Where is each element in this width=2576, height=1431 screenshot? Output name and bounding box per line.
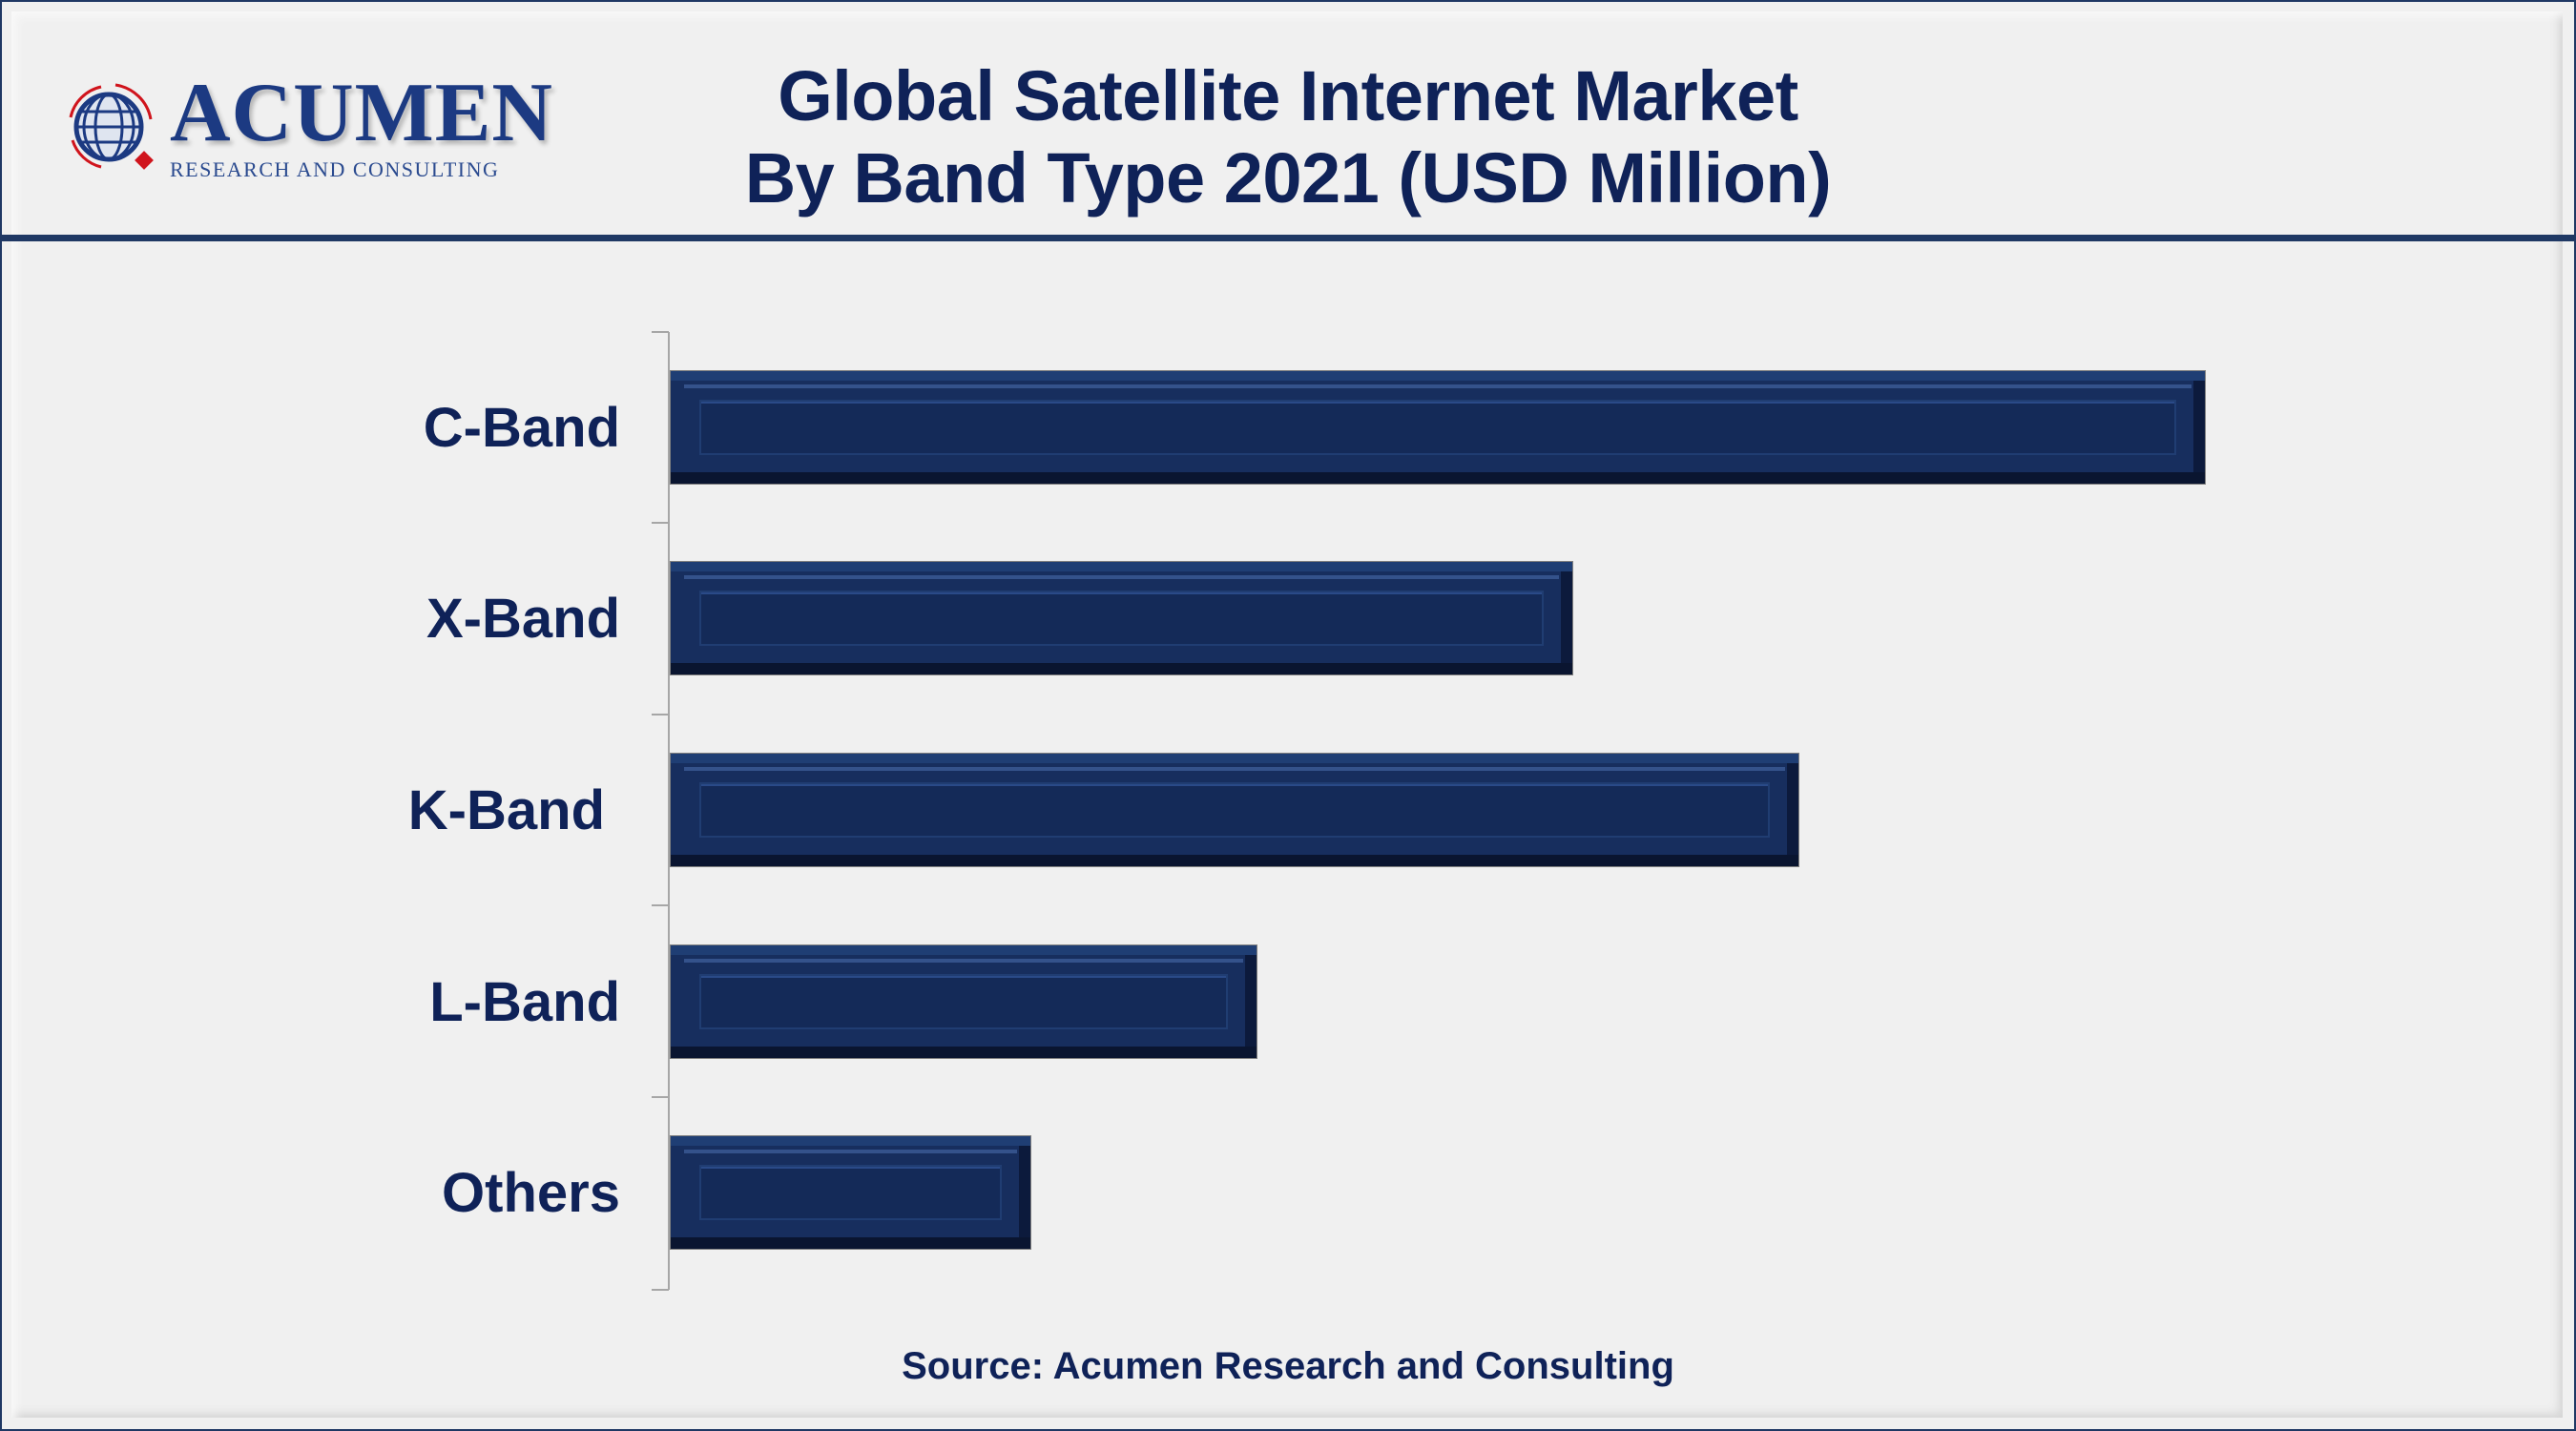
bar-c-band [670,370,2206,485]
header-divider [0,235,2576,241]
bar-l-band [670,944,1257,1059]
axis-tick [652,331,669,333]
axis-tick [652,1096,669,1098]
acumen-logo: ACUMEN RESEARCH AND CONSULTING [63,72,552,186]
category-label: X-Band [426,588,620,650]
axis-tick [652,522,669,524]
logo-wordmark: ACUMEN [170,67,553,159]
source-note: Source: Acumen Research and Consulting [902,1345,1674,1387]
globe-icon [69,83,154,170]
bar-k-band [670,753,1799,867]
chart-title: Global Satellite Internet Market By Band… [572,55,2004,219]
title-line-1: Global Satellite Internet Market [778,56,1798,135]
axis-tick [652,904,669,906]
axis-tick [652,1289,669,1291]
category-label: K-Band [407,779,605,841]
title-line-2: By Band Type 2021 (USD Million) [744,138,1832,218]
bar-others [670,1135,1031,1250]
logo-subtitle: RESEARCH AND CONSULTING [170,157,500,181]
y-axis [668,332,670,1290]
axis-tick [652,714,669,716]
bar-x-band [670,561,1573,675]
category-label: Others [442,1162,620,1224]
category-label: C-Band [423,397,620,459]
category-label: L-Band [429,971,620,1033]
